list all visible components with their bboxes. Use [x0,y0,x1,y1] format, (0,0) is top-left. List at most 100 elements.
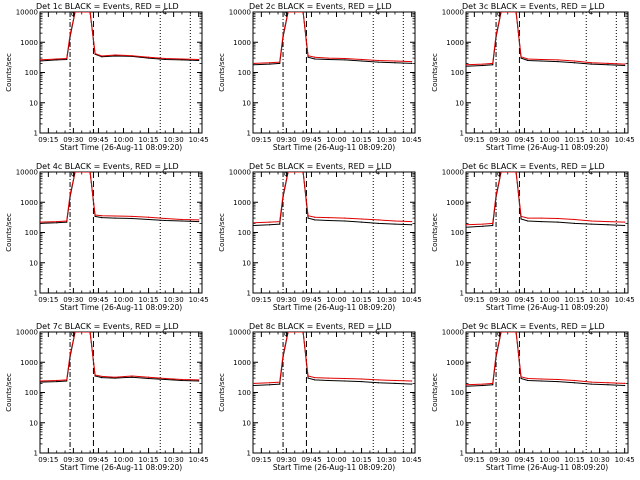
events-point [590,383,592,385]
lld-point [131,375,133,377]
lld-point [307,55,309,57]
lld-point [411,60,413,63]
events-point [607,224,609,226]
lld-point [590,381,592,383]
x-tick-label: 09:15 [251,456,271,464]
chart-svg-2: Det 2c BLACK = Events, RED = LLD 1 10 100 10… [218,2,422,152]
series-events-line [466,332,625,387]
events-point [607,64,609,66]
x-tick-label: 10:00 [113,136,133,144]
events-point [253,224,254,227]
y-tick-label: 10 [242,99,251,107]
x-tick-label: 10:30 [164,136,184,144]
events-point [327,379,329,382]
lld-point [540,58,542,61]
lld-point [131,55,133,57]
y-tick-label: 10000 [229,329,251,337]
lld-point [557,217,559,220]
chart-title: Det 8c BLACK = Events, RED = LLD [249,322,392,331]
events-point [360,380,363,383]
lld-point [89,172,91,173]
flag-marker: C [162,168,167,176]
events-point [253,64,254,66]
start-marker: o [71,170,75,178]
x-tick-label: 09:30 [489,136,509,144]
events-point [327,58,329,61]
lld-point [66,220,68,222]
lld-point [607,220,609,223]
lld-point [66,379,68,381]
events-point [344,380,346,382]
events-point [540,220,542,223]
lld-point [327,377,329,379]
lld-point [344,377,346,380]
chart-svg-9: Det 9c BLACK = Events, RED = LLD 1 10 100 10… [431,322,635,472]
lld-point [314,216,316,218]
lld-point [294,172,296,173]
lld-point [590,62,592,64]
plot-area [466,172,626,293]
x-tick-label: 09:45 [514,456,534,464]
y-axis-label: Counts/sec [218,213,226,252]
events-point [314,219,316,221]
events-point [394,382,396,384]
x-tick-label: 09:30 [489,456,509,464]
events-point [520,377,522,380]
lld-point [500,12,502,13]
x-tick-label: 10:15 [564,296,584,304]
flag-marker: C [588,328,593,336]
y-tick-label: 100 [451,389,464,397]
lld-point [394,60,396,62]
lld-point [515,172,517,173]
lld-point [198,379,200,381]
x-tick-label: 10:00 [539,296,559,304]
y-tick-label: 10000 [442,9,464,17]
chart-panel-9: Det 9c BLACK = Events, RED = LLD 1 10 100 10… [426,320,639,480]
y-tick-label: 10000 [229,169,251,177]
lld-point [147,376,150,378]
lld-point [89,12,91,13]
x-tick-label: 09:30 [276,136,296,144]
events-point [314,58,316,60]
x-tick-label: 10:15 [351,456,371,464]
x-tick-label: 09:30 [63,296,83,304]
x-tick-label: 09:30 [63,136,83,144]
lld-point [495,193,497,196]
chart-title: Det 6c BLACK = Events, RED = LLD [462,162,605,171]
x-tick-label: 09:45 [514,136,534,144]
events-point [557,60,559,63]
x-tick-label: 10:30 [377,296,397,304]
lld-point [253,62,254,64]
x-tick-label: 10:45 [402,296,422,304]
x-tick-label: 10:00 [113,296,133,304]
chart-panel-2: Det 2c BLACK = Events, RED = LLD 1 10 100 10… [213,0,426,160]
chart-svg-6: Det 6c BLACK = Events, RED = LLD 1 10 100 10… [431,162,635,312]
events-point [344,220,346,222]
x-tick-label: 10:30 [590,136,610,144]
lld-point [520,215,522,218]
lld-point [287,172,289,173]
events-point [377,382,379,384]
lld-point [101,375,103,378]
plot-frame [39,11,203,134]
lld-point [482,63,484,65]
events-point [56,222,58,224]
events-point [198,380,200,382]
lld-point [74,12,76,13]
chart-svg-3: Det 3c BLACK = Events, RED = LLD 1 10 100 10… [431,2,635,152]
y-axis-label: Counts/sec [431,53,439,92]
events-point [181,220,183,222]
y-tick-label: 10 [455,419,464,427]
plot-area [253,12,413,133]
x-axis-label: Start Time (26-Aug-11 08:09:20) [273,143,395,152]
x-tick-label: 09:45 [301,136,321,144]
events-point [114,55,116,57]
chart-title: Det 3c BLACK = Events, RED = LLD [462,2,605,11]
y-tick-label: 10000 [229,9,251,17]
plot-area [253,332,413,453]
lld-point [307,375,309,377]
lld-point [269,382,271,384]
lld-point [269,221,271,223]
x-axis-label: Start Time (26-Aug-11 08:09:20) [60,303,182,312]
events-point [147,57,150,59]
